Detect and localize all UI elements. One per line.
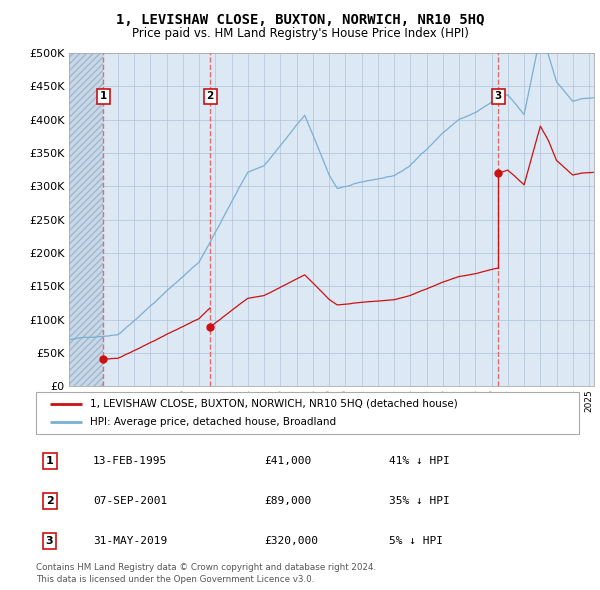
Text: 31-MAY-2019: 31-MAY-2019 — [93, 536, 167, 546]
Text: 1: 1 — [46, 456, 53, 466]
Text: 1, LEVISHAW CLOSE, BUXTON, NORWICH, NR10 5HQ: 1, LEVISHAW CLOSE, BUXTON, NORWICH, NR10… — [116, 13, 484, 27]
Text: 1, LEVISHAW CLOSE, BUXTON, NORWICH, NR10 5HQ (detached house): 1, LEVISHAW CLOSE, BUXTON, NORWICH, NR10… — [91, 398, 458, 408]
Text: This data is licensed under the Open Government Licence v3.0.: This data is licensed under the Open Gov… — [36, 575, 314, 584]
Text: £320,000: £320,000 — [264, 536, 318, 546]
Text: 1: 1 — [100, 91, 107, 101]
Text: 35% ↓ HPI: 35% ↓ HPI — [389, 496, 450, 506]
Bar — [69, 53, 103, 386]
Text: HPI: Average price, detached house, Broadland: HPI: Average price, detached house, Broa… — [91, 418, 337, 428]
FancyBboxPatch shape — [36, 392, 579, 434]
Text: £89,000: £89,000 — [264, 496, 311, 506]
Text: 2: 2 — [46, 496, 53, 506]
Text: 07-SEP-2001: 07-SEP-2001 — [93, 496, 167, 506]
Text: 3: 3 — [46, 536, 53, 546]
Text: Contains HM Land Registry data © Crown copyright and database right 2024.: Contains HM Land Registry data © Crown c… — [36, 563, 376, 572]
Text: Price paid vs. HM Land Registry's House Price Index (HPI): Price paid vs. HM Land Registry's House … — [131, 27, 469, 40]
Text: 3: 3 — [495, 91, 502, 101]
Text: £41,000: £41,000 — [264, 456, 311, 466]
Text: 5% ↓ HPI: 5% ↓ HPI — [389, 536, 443, 546]
Text: 13-FEB-1995: 13-FEB-1995 — [93, 456, 167, 466]
Text: 41% ↓ HPI: 41% ↓ HPI — [389, 456, 450, 466]
Text: 2: 2 — [206, 91, 214, 101]
